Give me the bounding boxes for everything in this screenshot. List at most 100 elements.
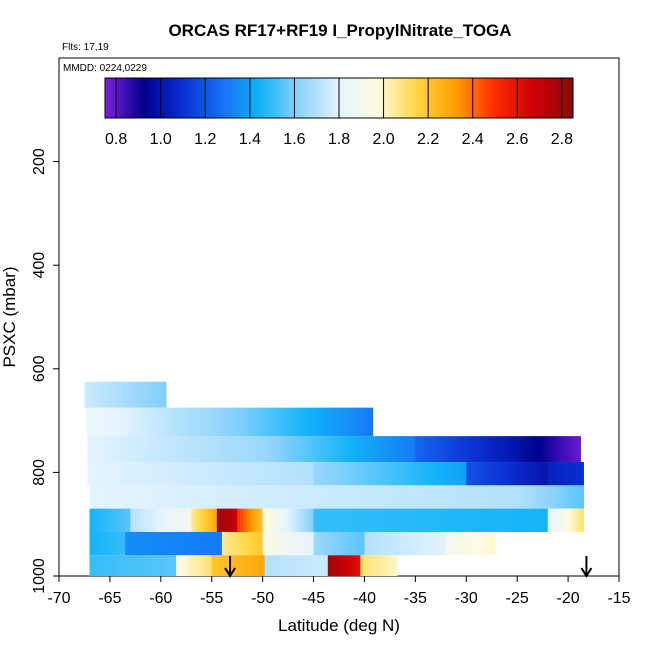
heatmap-cell <box>154 508 158 532</box>
heatmap-cell <box>308 407 312 437</box>
heatmap-cell <box>514 462 518 486</box>
heatmap-cell <box>406 436 411 463</box>
heatmap-cell <box>292 531 297 556</box>
heatmap-cell <box>264 555 269 576</box>
y-tick-label: 200 <box>31 148 48 175</box>
heatmap-cell <box>367 508 372 532</box>
heatmap-cell <box>353 407 357 437</box>
heatmap-cell <box>280 531 285 556</box>
heatmap-cell <box>403 485 408 509</box>
heatmap-cell <box>105 381 110 408</box>
heatmap-cell <box>409 531 414 556</box>
heatmap-cell <box>553 485 557 509</box>
heatmap-cell <box>430 531 435 556</box>
heatmap-cell <box>577 462 582 486</box>
heatmap-cell <box>277 508 282 532</box>
heatmap-cell <box>532 485 536 509</box>
heatmap-cell <box>90 381 95 408</box>
heatmap-segment <box>364 531 447 556</box>
heatmap-cell <box>215 531 219 556</box>
heatmap-cell <box>288 555 293 576</box>
heatmap-cell <box>149 531 153 556</box>
heatmap-cell <box>303 462 308 486</box>
heatmap-cell <box>357 555 361 576</box>
heatmap-cell <box>529 485 533 509</box>
heatmap-cell <box>253 555 258 576</box>
heatmap-cell <box>104 555 109 576</box>
heatmap-cell <box>191 531 195 556</box>
heatmap-cell <box>197 407 202 437</box>
heatmap-cell <box>514 508 519 532</box>
heatmap-cell <box>298 436 303 463</box>
heatmap-cell <box>463 531 468 556</box>
heatmap-cell <box>164 485 169 509</box>
heatmap-cell <box>163 508 167 532</box>
heatmap-cell <box>547 508 552 532</box>
heatmap-cell <box>457 436 461 463</box>
heatmap-cell <box>145 508 149 532</box>
heatmap-cell <box>364 531 369 556</box>
heatmap-cell <box>316 531 321 556</box>
heatmap-cell <box>421 508 426 532</box>
heatmap-cell <box>343 462 348 486</box>
heatmap-cell <box>238 555 243 576</box>
heatmap-cell <box>303 555 308 576</box>
heatmap-cell <box>457 508 462 532</box>
heatmap-cell <box>225 436 230 463</box>
heatmap-cell <box>329 407 333 437</box>
heatmap-cell <box>290 485 295 509</box>
heatmap-cell <box>135 462 140 486</box>
heatmap-cell <box>128 555 133 576</box>
heatmap-cell <box>89 531 94 556</box>
heatmap-cell <box>315 555 320 576</box>
heatmap-cell <box>385 485 390 509</box>
heatmap-cell <box>108 462 113 486</box>
heatmap-cell <box>475 436 479 463</box>
heatmap-cell <box>201 462 206 486</box>
heatmap-cell <box>484 508 489 532</box>
heatmap-cell <box>240 462 245 486</box>
heatmap-cell <box>322 436 327 463</box>
heatmap-cell <box>209 555 213 576</box>
heatmap-cell <box>388 462 393 486</box>
x-axis-label: Latitude (deg N) <box>278 616 400 635</box>
heatmap-cell <box>277 531 282 556</box>
heatmap-cell <box>188 531 192 556</box>
x-tick-label: -40 <box>353 590 376 607</box>
heatmap-cell <box>191 508 195 532</box>
heatmap-cell <box>463 485 468 509</box>
heatmap-cell <box>142 508 146 532</box>
heatmap-cell <box>268 508 273 532</box>
heatmap-cell <box>172 508 176 532</box>
heatmap-cell <box>523 436 527 463</box>
heatmap-cell <box>96 381 101 408</box>
heatmap-cell <box>243 508 247 532</box>
heatmap-cell <box>367 462 372 486</box>
heatmap-cell <box>349 531 354 556</box>
y-tick-label: 1000 <box>31 558 48 594</box>
heatmap-cell <box>291 555 296 576</box>
heatmap-cell <box>571 436 575 463</box>
heatmap-cell <box>212 508 216 532</box>
heatmap-cell <box>349 462 354 486</box>
heatmap-cell <box>505 462 509 486</box>
heatmap-cell <box>197 531 201 556</box>
heatmap-cell <box>278 485 283 509</box>
heatmap-cell <box>544 485 548 509</box>
heatmap-cell <box>361 436 366 463</box>
heatmap-cell <box>319 531 324 556</box>
heatmap-cell <box>276 555 281 576</box>
heatmap-cell <box>179 531 183 556</box>
heatmap-cell <box>95 555 100 576</box>
heatmap-cell <box>421 485 426 509</box>
heatmap-cell <box>252 462 257 486</box>
heatmap-cell <box>340 462 345 486</box>
heatmap-cell <box>460 436 464 463</box>
heatmap-cell <box>577 436 581 463</box>
heatmap-cell <box>212 531 216 556</box>
heatmap-cell <box>269 407 273 437</box>
heatmap-cell <box>110 508 115 532</box>
heatmap-cell <box>92 531 97 556</box>
heatmap-cell <box>406 462 411 486</box>
heatmap-cell <box>281 485 286 509</box>
